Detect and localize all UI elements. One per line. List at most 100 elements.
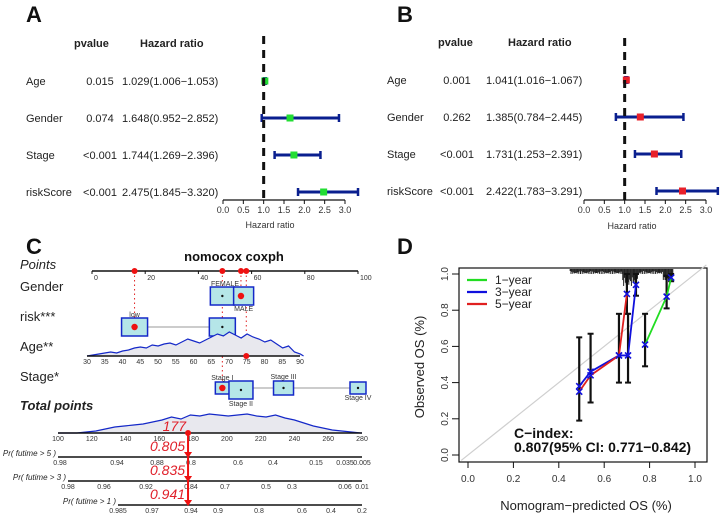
prob-tick-label: 0.84 [184,484,198,491]
age-tick-label: 35 [101,359,109,366]
level-label: Stage III [270,374,296,381]
prob-tick-label: 0.6 [297,508,307,515]
series-point [575,388,583,396]
total-tick-label: 260 [322,436,334,443]
hr-point [320,188,328,196]
row-name: riskScore [387,186,433,198]
prob-tick-label: 0.985 [109,508,127,515]
level-label: FEMALE [211,281,239,288]
var-label-gender: Gender [20,279,64,294]
legend-label: 1−year [495,273,532,287]
row-hr-text: 1.385(0.784−2.445) [486,112,582,124]
series-line [578,293,628,393]
total-tick-label: 220 [255,436,267,443]
x-axis-title: Hazard ratio [607,221,656,231]
prob-tick-label: 0.8 [254,508,264,515]
y-tick-label: 0.4 [440,375,451,389]
panel-letter-b: B [397,2,413,27]
hr-point [622,76,630,84]
points-tick-label: 20 [147,275,155,282]
forest-plot-b: pvalue Hazard ratio Age 0.001 1.041(1.016−… [387,37,720,231]
y-tick-label: 0.2 [440,411,451,425]
level-label: MALE [234,306,253,313]
var-label-age: Age** [20,339,53,354]
points-tick-label: 40 [200,275,208,282]
gender-selected-marker [237,292,245,300]
prob-tick-label: 0.98 [61,484,75,491]
selected-points-marker [243,268,250,274]
total-points-marker [185,430,192,436]
y-axis-title: Observed OS (%) [412,316,427,419]
series-point [624,351,632,360]
legend-label: 3−year [495,285,532,299]
x-tick-label: 2.5 [318,205,331,215]
prob-tick-label: 0.98 [53,460,67,467]
x-tick-label: 1.5 [639,205,652,215]
prob-tick-label: 0.9 [213,508,223,515]
prob-tick-label: 0.6 [233,460,243,467]
row-name: Age [387,75,407,87]
level-label: low [129,312,140,319]
prob-tick-label: 0.01 [355,484,369,491]
y-tick-label: 1.0 [440,267,451,281]
prob-value: 0.835 [150,462,185,478]
series-point [623,290,631,298]
row-pvalue: 0.001 [443,75,471,87]
x-tick-label: 1.0 [257,205,270,215]
prob-tick-label: 0.005 [353,460,371,467]
total-tick-label: 200 [221,436,233,443]
panel-letter-c: C [26,234,42,259]
row-name: riskScore [26,187,72,199]
series-point [587,371,595,379]
legend-label: 5−year [495,297,532,311]
age-tick-label: 70 [225,359,233,366]
age-tick-label: 60 [190,359,198,366]
x-tick-label: 2.5 [679,205,692,215]
row-pvalue: <0.001 [83,187,117,199]
row-hr-text: 1.041(1.016−1.067) [486,75,582,87]
total-density-fill [58,414,362,433]
points-tick-label: 80 [307,275,315,282]
prob-tick-label: 0.8 [186,460,196,467]
prob-tick-label: 0.92 [139,484,153,491]
age-tick-label: 40 [119,359,127,366]
x-tick-label: 0.2 [506,474,520,485]
prob-tick-label: 0.2 [357,508,367,515]
prob-tick-label: 0.7 [220,484,230,491]
x-tick-label: 0.5 [237,205,250,215]
row-pvalue: 0.262 [443,112,471,124]
panel-letter-d: D [397,234,413,259]
prob-value: 0.941 [150,486,185,502]
level-label: Stage II [229,401,253,408]
x-tick-label: 1.5 [278,205,291,215]
stage-selected-marker [219,384,226,392]
total-tick-label: 160 [153,436,165,443]
x-tick-label: 0.0 [461,474,475,485]
var-label-stage: Stage* [20,369,59,384]
points-label: Points [20,257,57,272]
age-tick-label: 80 [261,359,269,366]
prob-tick-label: 0.94 [184,508,198,515]
row-hr-text: 1.744(1.269−2.396) [122,150,218,162]
total-tick-label: 120 [86,436,98,443]
plot-frame [458,267,708,463]
prob-tick-label: 0.15 [309,460,323,467]
x-tick-label: 0.5 [598,205,611,215]
prob-axis-label: Pr( futime > 3 ) [13,473,66,482]
x-tick-label: 1.0 [618,205,631,215]
total-tick-label: 280 [356,436,368,443]
age-tick-label: 65 [207,359,215,366]
row-name: Stage [26,150,55,162]
prob-tick-label: 0.94 [110,460,124,467]
hr-header: Hazard ratio [140,38,204,50]
hr-point [290,151,298,159]
gender-dot [221,294,224,298]
age-density-fill [87,332,304,356]
prob-axis-label: Pr( futime > 5 ) [3,449,56,458]
age-tick-label: 90 [296,359,304,366]
row-name: Gender [26,113,63,125]
age-tick-label: 55 [172,359,180,366]
series-point [667,274,675,282]
c-index-value: 0.807(95% CI: 0.771−0.842) [514,439,691,455]
total-tick-label: 240 [289,436,301,443]
